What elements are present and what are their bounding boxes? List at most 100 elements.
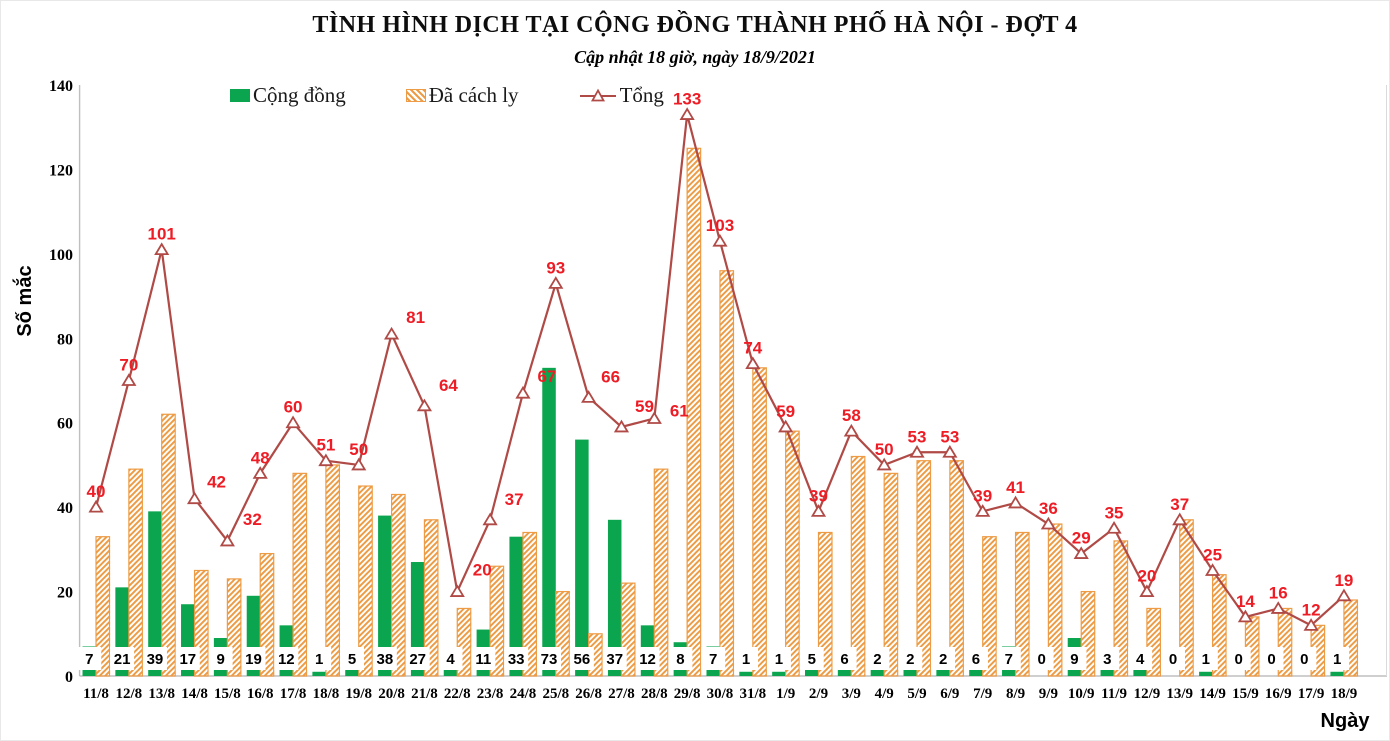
value-label-box bbox=[701, 647, 726, 670]
total-value-label: 51 bbox=[316, 436, 335, 455]
bar-quarantined bbox=[752, 367, 767, 677]
value-label-box bbox=[1160, 647, 1185, 670]
community-value-label: 0 bbox=[1267, 651, 1275, 668]
value-label-box bbox=[766, 647, 791, 670]
total-marker bbox=[121, 373, 137, 386]
community-value-label: 27 bbox=[409, 651, 426, 668]
total-value-label: 64 bbox=[439, 376, 458, 395]
total-marker bbox=[383, 326, 400, 340]
x-tick-label: 14/9 bbox=[1199, 686, 1226, 702]
value-label-box bbox=[142, 647, 167, 670]
bar-community bbox=[870, 667, 885, 676]
total-marker bbox=[778, 419, 794, 433]
total-value-label: 40 bbox=[87, 482, 106, 501]
community-value-label: 4 bbox=[1136, 651, 1145, 668]
x-tick-label: 15/9 bbox=[1232, 686, 1259, 702]
bar-community bbox=[378, 515, 392, 676]
total-value-label: 50 bbox=[349, 440, 368, 459]
y-tick-label: 40 bbox=[57, 500, 73, 517]
quarantine-hatch-swatch-icon bbox=[405, 89, 426, 102]
x-tick-label: 10/9 bbox=[1068, 686, 1095, 702]
total-value-label: 20 bbox=[1137, 567, 1156, 586]
value-label-box bbox=[635, 647, 660, 670]
bar-quarantined bbox=[719, 270, 735, 677]
value-label-box bbox=[339, 647, 364, 670]
total-value-label: 32 bbox=[243, 510, 262, 529]
total-value-label: 61 bbox=[670, 401, 689, 420]
value-label-box bbox=[274, 647, 299, 670]
x-tick-label: 2/9 bbox=[809, 686, 828, 702]
bar-community bbox=[509, 536, 523, 676]
community-value-label: 37 bbox=[606, 651, 623, 668]
bar-community bbox=[903, 667, 918, 676]
total-value-label: 50 bbox=[875, 440, 894, 459]
value-label-box bbox=[1062, 647, 1087, 670]
total-value-label: 74 bbox=[743, 339, 762, 358]
total-value-label: 53 bbox=[940, 427, 959, 446]
chart-subtitle: Cập nhật 18 giờ, ngày 18/9/2021 bbox=[574, 47, 816, 67]
total-value-label: 60 bbox=[284, 398, 303, 417]
total-marker bbox=[975, 504, 991, 517]
x-tick-label: 13/9 bbox=[1166, 686, 1193, 702]
value-label-box bbox=[963, 647, 988, 670]
total-value-label: 41 bbox=[1006, 478, 1025, 497]
bar-quarantined bbox=[325, 464, 340, 677]
community-value-label: 38 bbox=[376, 651, 393, 668]
total-value-label: 66 bbox=[601, 367, 620, 386]
value-label-box bbox=[996, 647, 1021, 670]
community-value-label: 17 bbox=[179, 651, 196, 668]
x-tick-label: 20/8 bbox=[378, 686, 405, 702]
y-tick-label: 140 bbox=[49, 78, 73, 95]
legend-item-quarantined: Đã cách ly bbox=[405, 83, 519, 108]
x-tick-label: 21/8 bbox=[411, 686, 438, 702]
total-marker bbox=[646, 411, 662, 424]
total-value-label: 16 bbox=[1269, 583, 1288, 602]
total-marker bbox=[252, 466, 268, 479]
bar-community bbox=[607, 519, 622, 676]
bar-quarantined bbox=[1014, 531, 1030, 677]
total-marker bbox=[219, 533, 235, 547]
value-label-box bbox=[110, 647, 135, 670]
x-tick-label: 6/9 bbox=[940, 686, 959, 702]
total-value-label: 19 bbox=[1334, 571, 1353, 590]
community-value-label: 1 bbox=[775, 651, 783, 668]
value-label-box bbox=[799, 647, 824, 670]
total-marker bbox=[1237, 609, 1254, 623]
total-marker bbox=[1139, 584, 1155, 597]
total-value-label: 53 bbox=[908, 427, 927, 446]
bar-community bbox=[1199, 671, 1213, 676]
bar-quarantined bbox=[358, 485, 373, 677]
value-label-box bbox=[372, 647, 397, 670]
total-value-label: 36 bbox=[1039, 499, 1058, 518]
x-tick-label: 18/9 bbox=[1331, 686, 1358, 702]
community-value-label: 33 bbox=[508, 651, 525, 668]
community-value-label: 2 bbox=[873, 651, 881, 668]
community-value-label: 1 bbox=[1333, 651, 1341, 668]
total-marker bbox=[581, 390, 597, 403]
value-label-box bbox=[1029, 647, 1054, 670]
bar-community bbox=[739, 671, 753, 676]
bar-quarantined bbox=[292, 472, 308, 677]
community-value-label: 9 bbox=[216, 651, 224, 668]
total-value-label: 12 bbox=[1302, 600, 1321, 619]
legend-item-community: Cộng đồng bbox=[230, 83, 346, 108]
bar-quarantined bbox=[390, 493, 406, 677]
value-label-box bbox=[1226, 647, 1251, 670]
value-label-box bbox=[1292, 647, 1317, 670]
bar-quarantined bbox=[161, 413, 176, 677]
total-marker bbox=[351, 457, 367, 471]
total-marker bbox=[416, 398, 433, 412]
total-marker bbox=[1204, 563, 1221, 576]
x-tick-label: 15/8 bbox=[214, 686, 241, 702]
total-value-label: 14 bbox=[1236, 592, 1255, 611]
total-marker bbox=[449, 584, 465, 597]
bar-quarantined bbox=[95, 536, 111, 677]
x-tick-label: 24/8 bbox=[510, 686, 537, 702]
total-marker bbox=[1270, 601, 1286, 614]
value-label-box bbox=[208, 647, 233, 670]
value-label-box bbox=[1259, 647, 1284, 670]
chart-title: TÌNH HÌNH DỊCH TẠI CỘNG ĐỒNG THÀNH PHỐ H… bbox=[312, 12, 1078, 38]
x-tick-label: 1/9 bbox=[776, 686, 795, 702]
bar-community bbox=[312, 671, 326, 676]
